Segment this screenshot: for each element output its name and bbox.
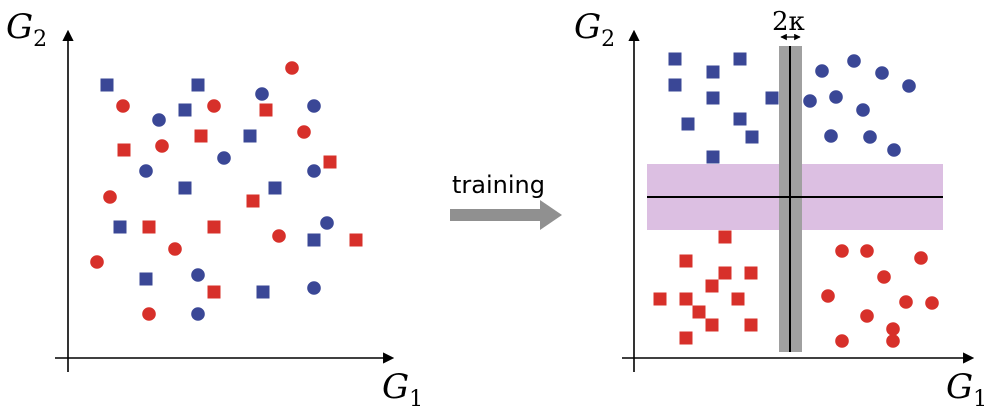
right-blue-square-point: [681, 117, 695, 131]
left-red-circle-point: [272, 229, 286, 243]
right-red-circle-point: [914, 251, 928, 265]
left-blue-square-point: [256, 285, 270, 299]
left-blue-square-point: [268, 181, 282, 195]
right-red-circle-point: [886, 322, 900, 336]
right-red-square-point: [744, 318, 758, 332]
right-blue-circle-point: [875, 66, 889, 80]
right-red-circle-point: [925, 296, 939, 310]
left-blue-square-point: [178, 181, 192, 195]
right-blue-circle-point: [856, 103, 870, 117]
left-blue-square-point: [139, 272, 153, 286]
left-red-square-point: [142, 220, 156, 234]
left-red-circle-point: [168, 242, 182, 256]
right-blue-circle-point: [902, 79, 916, 93]
right-red-square-point: [653, 292, 667, 306]
left-red-circle-point: [155, 139, 169, 153]
right-red-square-point: [705, 279, 719, 293]
right-red-square-point: [718, 266, 732, 280]
right-blue-circle-point: [815, 64, 829, 78]
left-red-circle-point: [90, 255, 104, 269]
right-blue-square-point: [706, 150, 720, 164]
right-blue-square-point: [765, 91, 779, 105]
right-blue-circle-point: [803, 94, 817, 108]
right-blue-circle-point: [824, 129, 838, 143]
left-red-square-point: [207, 285, 221, 299]
right-blue-square-point: [668, 52, 682, 66]
right-blue-circle-point: [863, 130, 877, 144]
right-red-circle-point: [899, 295, 913, 309]
right-x-axis-label: G1: [946, 367, 987, 407]
left-blue-square-point: [113, 220, 127, 234]
right-blue-square-point: [668, 78, 682, 92]
left-blue-square-point: [243, 129, 257, 143]
left-red-circle-point: [103, 190, 117, 204]
right-blue-square-point: [733, 52, 747, 66]
left-red-square-point: [259, 103, 273, 117]
left-red-square-point: [349, 233, 363, 247]
right-red-circle-point: [821, 289, 835, 303]
left-blue-square-point: [178, 103, 192, 117]
right-red-square-point: [705, 318, 719, 332]
right-blue-circle-point: [847, 54, 861, 68]
right-red-square-point: [731, 292, 745, 306]
right-panel: G2 G1 2κ: [574, 7, 987, 407]
left-blue-circle-point: [217, 151, 231, 165]
training-label: training: [452, 171, 545, 199]
left-blue-circle-point: [307, 99, 321, 113]
training-arrow: [450, 200, 562, 230]
left-blue-square-point: [191, 78, 205, 92]
right-blue-circle-point: [829, 90, 843, 104]
left-blue-circle-point: [139, 164, 153, 178]
left-red-square-point: [117, 143, 131, 157]
right-red-circle-point: [835, 244, 849, 258]
right-red-square-point: [679, 331, 693, 345]
left-red-circle-point: [297, 125, 311, 139]
margin-2kappa-label: 2κ: [772, 7, 805, 37]
right-red-circle-point: [886, 334, 900, 348]
right-blue-square-point: [706, 65, 720, 79]
right-red-square-point: [692, 305, 706, 319]
left-red-circle-point: [285, 61, 299, 75]
right-red-circle-point: [877, 270, 891, 284]
left-blue-circle-point: [255, 87, 269, 101]
left-red-square-point: [246, 194, 260, 208]
right-red-square-point: [679, 254, 693, 268]
left-red-circle-point: [116, 99, 130, 113]
left-blue-square-point: [100, 78, 114, 92]
left-blue-circle-point: [152, 113, 166, 127]
right-y-axis-label: G2: [574, 7, 615, 52]
left-point-cloud: [90, 61, 363, 321]
left-x-axis-label: G1: [382, 367, 423, 407]
right-blue-square-point: [706, 91, 720, 105]
training-transition: training: [450, 171, 562, 230]
left-blue-circle-point: [307, 164, 321, 178]
right-point-cloud: [653, 52, 939, 348]
right-blue-square-point: [733, 112, 747, 126]
left-panel: G2 G1: [6, 7, 423, 407]
left-red-square-point: [207, 220, 221, 234]
right-red-circle-point: [860, 309, 874, 323]
left-red-circle-point: [142, 307, 156, 321]
left-blue-circle-point: [191, 307, 205, 321]
right-blue-circle-point: [887, 143, 901, 157]
right-red-square-point: [679, 292, 693, 306]
left-red-square-point: [194, 129, 208, 143]
left-blue-circle-point: [320, 216, 334, 230]
left-blue-circle-point: [307, 281, 321, 295]
left-blue-square-point: [307, 233, 321, 247]
left-red-circle-point: [207, 99, 221, 113]
right-red-square-point: [744, 266, 758, 280]
left-y-axis-label: G2: [6, 7, 47, 52]
right-red-circle-point: [835, 334, 849, 348]
right-red-square-point: [718, 230, 732, 244]
right-red-circle-point: [860, 244, 874, 258]
left-blue-circle-point: [191, 268, 205, 282]
left-red-square-point: [323, 155, 337, 169]
right-blue-square-point: [745, 130, 759, 144]
